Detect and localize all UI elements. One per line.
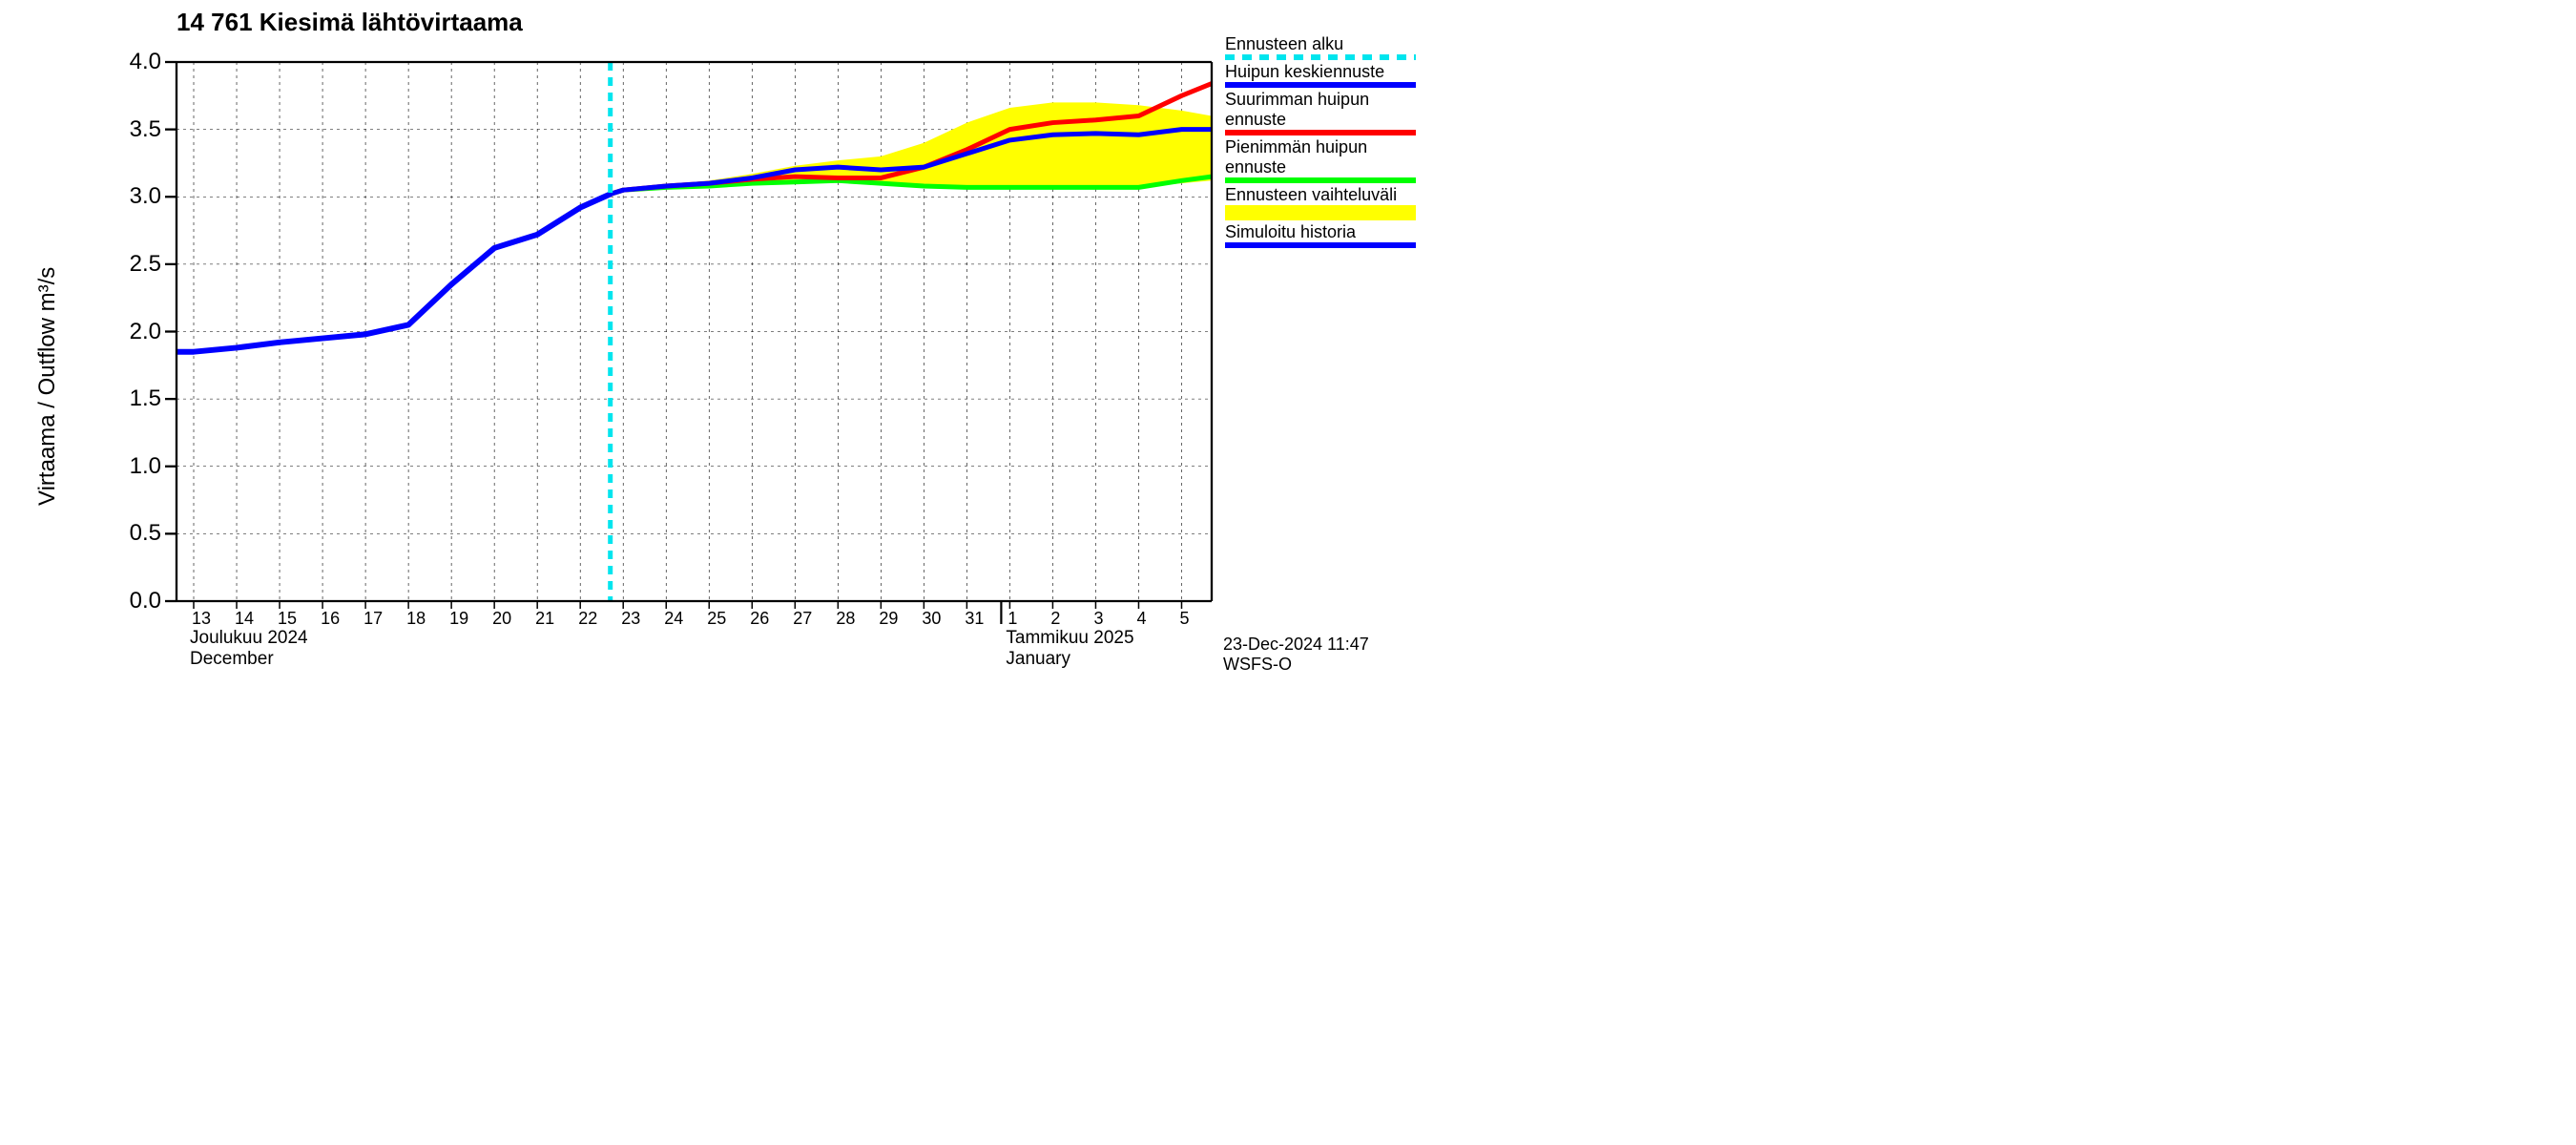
x-tick: 17 bbox=[364, 609, 383, 629]
legend-label: Pienimmän huipun ennuste bbox=[1225, 137, 1416, 177]
legend-item: Ennusteen alku bbox=[1225, 34, 1416, 60]
x-tick: 28 bbox=[836, 609, 855, 629]
legend-item: Ennusteen vaihteluväli bbox=[1225, 185, 1416, 220]
x-tick: 19 bbox=[449, 609, 468, 629]
y-tick: 1.5 bbox=[117, 385, 161, 412]
legend-swatch bbox=[1225, 205, 1416, 220]
x-tick: 18 bbox=[406, 609, 426, 629]
x-tick: 30 bbox=[922, 609, 941, 629]
x-tick: 1 bbox=[1008, 609, 1017, 629]
legend-swatch bbox=[1225, 242, 1416, 248]
x-tick: 15 bbox=[278, 609, 297, 629]
x-tick: 4 bbox=[1136, 609, 1146, 629]
legend: Ennusteen alku Huipun keskiennuste Suurimm… bbox=[1225, 34, 1416, 250]
x-tick: 5 bbox=[1179, 609, 1189, 629]
chart-container: 14 761 Kiesimä lähtövirtaama Virtaama / … bbox=[0, 0, 1412, 658]
legend-label: Suurimman huipun ennuste bbox=[1225, 90, 1416, 130]
x-tick: 21 bbox=[535, 609, 554, 629]
x-tick: 13 bbox=[192, 609, 211, 629]
x-tick: 20 bbox=[492, 609, 511, 629]
legend-label: Ennusteen vaihteluväli bbox=[1225, 185, 1416, 205]
legend-swatch bbox=[1225, 130, 1416, 135]
x-tick: 31 bbox=[965, 609, 984, 629]
x-month-label: Joulukuu 2024December bbox=[190, 628, 308, 670]
x-month-label: Tammikuu 2025January bbox=[1006, 628, 1133, 670]
x-tick: 24 bbox=[664, 609, 683, 629]
y-tick: 1.0 bbox=[117, 453, 161, 480]
footer-timestamp: 23-Dec-2024 11:47 WSFS-O bbox=[1223, 635, 1412, 675]
legend-swatch bbox=[1225, 82, 1416, 88]
x-tick: 25 bbox=[707, 609, 726, 629]
y-tick: 4.0 bbox=[117, 49, 161, 75]
y-tick: 0.0 bbox=[117, 588, 161, 614]
chart-plot bbox=[0, 0, 1412, 658]
x-tick: 22 bbox=[578, 609, 597, 629]
legend-item: Suurimman huipun ennuste bbox=[1225, 90, 1416, 135]
x-tick: 3 bbox=[1093, 609, 1103, 629]
legend-item: Simuloitu historia bbox=[1225, 222, 1416, 248]
x-tick: 16 bbox=[321, 609, 340, 629]
legend-swatch bbox=[1225, 54, 1416, 60]
y-tick: 3.0 bbox=[117, 183, 161, 210]
legend-swatch bbox=[1225, 177, 1416, 183]
x-tick: 26 bbox=[750, 609, 769, 629]
x-tick: 2 bbox=[1050, 609, 1060, 629]
y-tick: 2.5 bbox=[117, 251, 161, 278]
x-tick: 29 bbox=[879, 609, 898, 629]
y-tick: 2.0 bbox=[117, 319, 161, 345]
legend-label: Simuloitu historia bbox=[1225, 222, 1416, 242]
y-tick: 3.5 bbox=[117, 116, 161, 143]
legend-label: Ennusteen alku bbox=[1225, 34, 1416, 54]
legend-item: Pienimmän huipun ennuste bbox=[1225, 137, 1416, 183]
y-tick: 0.5 bbox=[117, 520, 161, 547]
x-tick: 27 bbox=[793, 609, 812, 629]
legend-label: Huipun keskiennuste bbox=[1225, 62, 1416, 82]
x-tick: 23 bbox=[621, 609, 640, 629]
legend-item: Huipun keskiennuste bbox=[1225, 62, 1416, 88]
x-tick: 14 bbox=[235, 609, 254, 629]
